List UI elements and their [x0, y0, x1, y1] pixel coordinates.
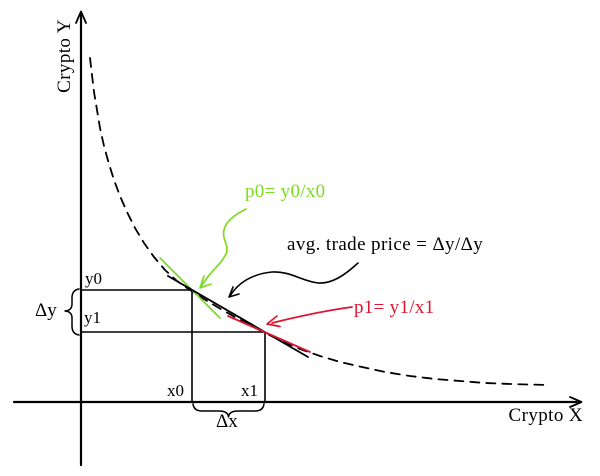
- y0-tick-label: y0: [85, 269, 102, 288]
- y1-tick-label: y1: [84, 308, 101, 327]
- avg-secant-line: [167, 275, 309, 358]
- p1-arrow: [271, 306, 353, 324]
- y-axis-title: Crypto Y: [54, 19, 76, 93]
- p1-arrowhead: [266, 315, 281, 328]
- avg-arrow: [229, 262, 359, 297]
- x1-tick-label: x1: [241, 381, 258, 400]
- x-axis-arrowhead: [569, 396, 583, 408]
- p0-arrow: [200, 208, 247, 288]
- bonding-curve: [89, 57, 548, 386]
- dx-brace: [192, 403, 265, 418]
- avg-arrowhead: [228, 286, 240, 298]
- p1-tangent-line: [227, 315, 311, 353]
- y-axis-arrowhead: [75, 10, 87, 24]
- dy-brace: [64, 288, 80, 336]
- x0-tick-label: x0: [167, 381, 184, 400]
- x-axis-title: Crypto X: [508, 405, 583, 426]
- p0-price-annotation: p0= y0/x0: [245, 181, 326, 202]
- avg-trade-price-annotation: avg. trade price = Δy/Δy: [287, 234, 484, 255]
- delta-x-label: Δx: [216, 411, 238, 432]
- delta-y-label: Δy: [35, 300, 57, 321]
- p1-price-annotation: p1= y1/x1: [354, 297, 435, 318]
- p0-arrowhead: [199, 275, 212, 289]
